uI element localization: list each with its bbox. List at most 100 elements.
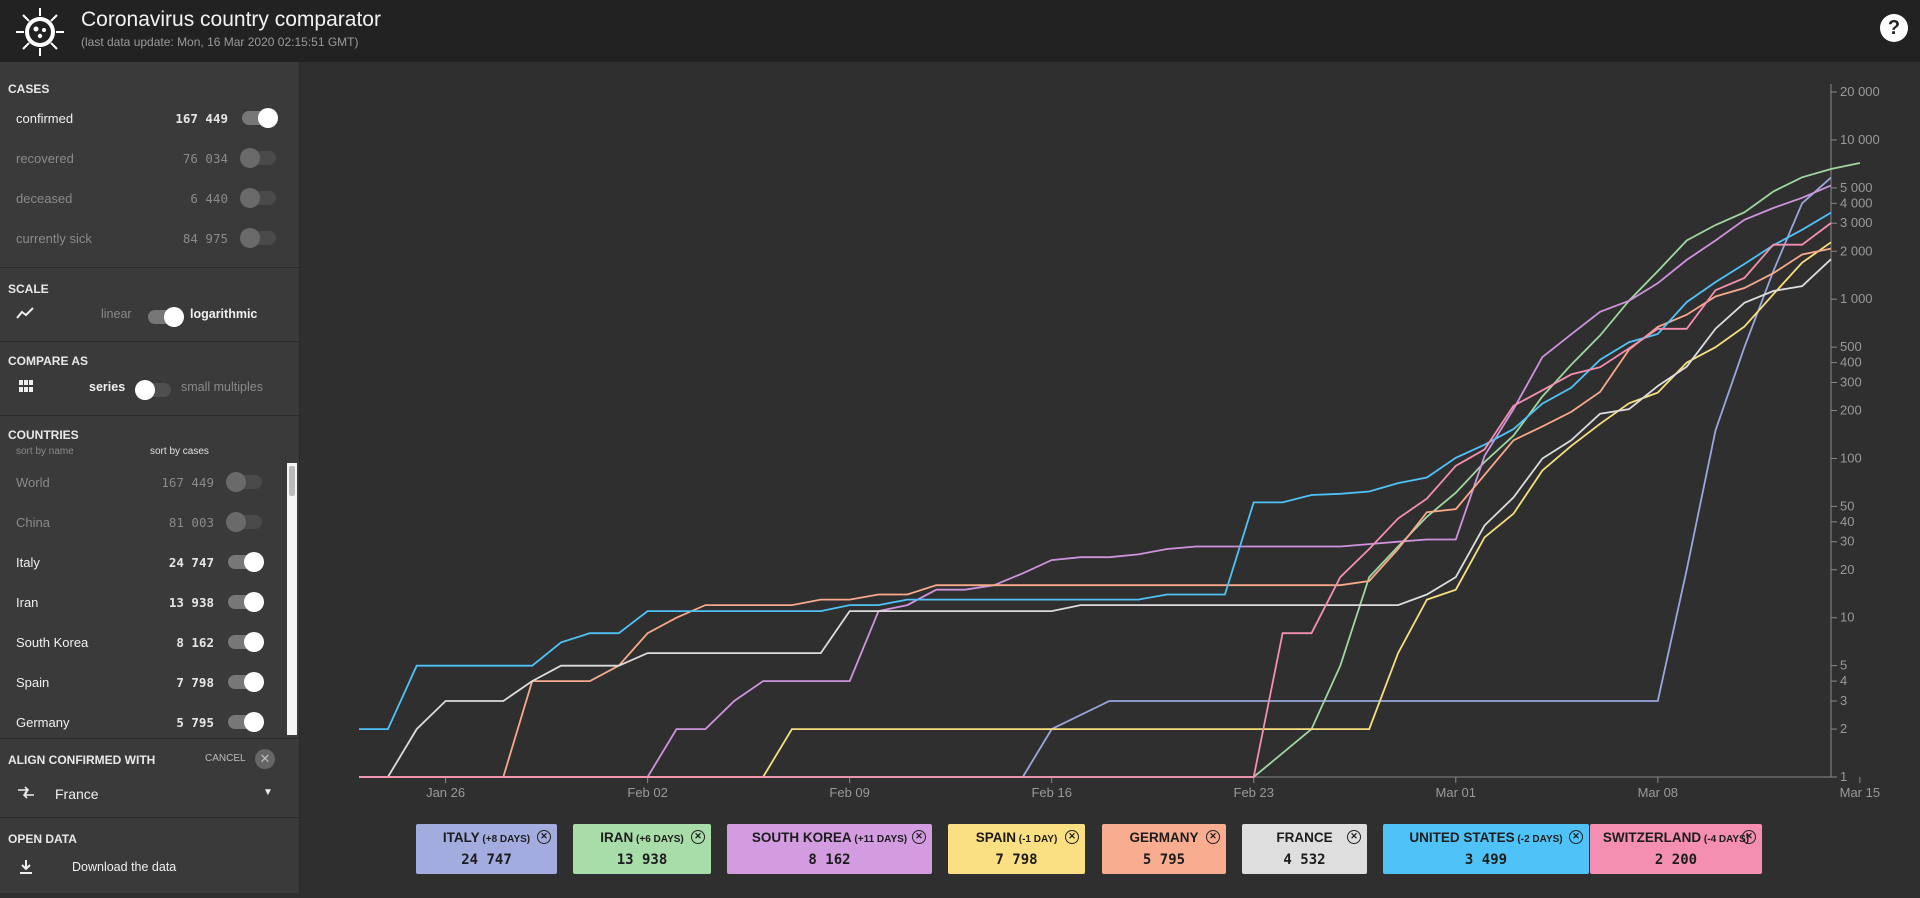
legend-name-text: UNITED STATES <box>1409 830 1515 845</box>
open-data-section: OPEN DATA Download the data <box>0 818 300 893</box>
world-toggle[interactable] <box>226 472 262 492</box>
legend-day-shift: (-1 DAY) <box>1015 834 1058 845</box>
deceased-toggle[interactable] <box>240 188 276 208</box>
scale-section: SCALE linear logarithmic <box>0 268 300 342</box>
remove-country-icon[interactable]: ✕ <box>1347 830 1361 844</box>
legend-day-shift: (+8 DAYS) <box>479 834 531 845</box>
legend-name-text: SPAIN <box>975 830 1016 845</box>
south-korea-toggle[interactable] <box>228 632 264 652</box>
x-tick-label: Feb 02 <box>627 785 667 800</box>
italy-toggle[interactable] <box>228 552 264 572</box>
sort-by-name-link[interactable]: sort by name <box>16 446 74 457</box>
legend-item-iran[interactable]: IRAN (+6 DAYS) 13 938 ✕ <box>573 824 711 874</box>
legend-item-france[interactable]: FRANCE 4 532 ✕ <box>1242 824 1367 874</box>
case-value: 167 449 <box>175 111 228 126</box>
align-country-select[interactable]: France <box>55 786 99 802</box>
case-row-recovered[interactable]: recovered 76 034 <box>0 146 300 170</box>
virus-logo-icon <box>16 8 64 56</box>
country-row-spain[interactable]: Spain 7 798 <box>0 670 300 694</box>
recovered-toggle[interactable] <box>240 148 276 168</box>
legend-count: 4 532 <box>1283 852 1326 868</box>
remove-country-icon[interactable]: ✕ <box>912 830 926 844</box>
countries-title: COUNTRIES <box>8 428 79 442</box>
iran-toggle[interactable] <box>228 592 264 612</box>
cancel-align-icon[interactable]: ✕ <box>255 749 275 769</box>
remove-country-icon[interactable]: ✕ <box>1569 830 1583 844</box>
legend-item-spain[interactable]: SPAIN (-1 DAY) 7 798 ✕ <box>948 824 1085 874</box>
y-tick-label: 3 <box>1840 693 1847 708</box>
remove-country-icon[interactable]: ✕ <box>1206 830 1220 844</box>
country-list[interactable]: World 167 449 China 81 003 Italy 24 747 … <box>0 462 300 798</box>
spain-toggle[interactable] <box>228 672 264 692</box>
scale-toggle[interactable] <box>148 307 184 327</box>
align-section: ALIGN CONFIRMED WITH CANCEL ✕ France ▼ <box>0 738 300 818</box>
legend-day-shift: (+11 DAYS) <box>851 834 908 845</box>
cases-section: CASES confirmed 167 449 recovered 76 034… <box>0 62 300 268</box>
case-row-currently-sick[interactable]: currently sick 84 975 <box>0 226 300 250</box>
y-tick-label: 100 <box>1840 450 1862 465</box>
legend-country-name: IRAN (+6 DAYS) <box>573 830 711 845</box>
legend-item-germany[interactable]: GERMANY 5 795 ✕ <box>1102 824 1226 874</box>
remove-country-icon[interactable]: ✕ <box>537 830 551 844</box>
help-button[interactable]: ? <box>1880 14 1908 42</box>
series-line-spain <box>359 241 1832 778</box>
currently-sick-toggle[interactable] <box>240 228 276 248</box>
country-row-china[interactable]: China 81 003 <box>0 510 300 534</box>
open-data-title: OPEN DATA <box>8 832 77 846</box>
country-label: Italy <box>16 555 40 570</box>
chevron-down-icon[interactable]: ▼ <box>263 787 273 798</box>
case-label: recovered <box>16 151 74 166</box>
country-list-scrollbar[interactable] <box>287 463 297 735</box>
legend-count: 5 795 <box>1142 852 1186 868</box>
y-tick-label: 5 <box>1840 658 1847 673</box>
germany-toggle[interactable] <box>228 712 264 732</box>
y-tick-label: 20 <box>1840 562 1854 577</box>
y-tick-label: 30 <box>1840 534 1854 549</box>
legend-country-name: ITALY (+8 DAYS) <box>416 830 557 845</box>
case-row-confirmed[interactable]: confirmed 167 449 <box>0 106 300 130</box>
y-tick-label: 20 000 <box>1840 84 1880 99</box>
legend-count: 2 200 <box>1654 852 1698 868</box>
x-tick-label: Feb 23 <box>1234 785 1274 800</box>
x-tick-label: Feb 09 <box>829 785 869 800</box>
y-tick-label: 1 <box>1840 769 1847 784</box>
scrollbar-thumb[interactable] <box>289 466 295 496</box>
china-toggle[interactable] <box>226 512 262 532</box>
small-multiples-label[interactable]: small multiples <box>181 380 263 394</box>
app-title: Coronavirus country comparator <box>81 8 381 31</box>
legend-country-name: FRANCE <box>1242 830 1367 845</box>
case-row-deceased[interactable]: deceased 6 440 <box>0 186 300 210</box>
remove-country-icon[interactable]: ✕ <box>1065 830 1079 844</box>
series-line-south-korea <box>359 184 1832 778</box>
legend-item-united-states[interactable]: UNITED STATES (-2 DAYS) 3 499 ✕ <box>1383 824 1589 874</box>
series-label[interactable]: series <box>89 380 126 394</box>
last-update-text: (last data update: Mon, 16 Mar 2020 02:1… <box>81 35 359 49</box>
compare-section: COMPARE AS series small multiples <box>0 342 300 416</box>
legend-item-italy[interactable]: ITALY (+8 DAYS) 24 747 ✕ <box>416 824 557 874</box>
country-row-south-korea[interactable]: South Korea 8 162 <box>0 630 300 654</box>
legend-count: 24 747 <box>461 852 512 868</box>
compare-toggle[interactable] <box>135 380 171 400</box>
legend-country-name: GERMANY <box>1102 830 1226 845</box>
linear-label[interactable]: linear <box>101 307 132 321</box>
y-tick-label: 500 <box>1840 339 1862 354</box>
remove-country-icon[interactable]: ✕ <box>1742 830 1756 844</box>
cases-title: CASES <box>8 82 50 96</box>
country-row-iran[interactable]: Iran 13 938 <box>0 590 300 614</box>
country-row-italy[interactable]: Italy 24 747 <box>0 550 300 574</box>
legend-item-south-korea[interactable]: SOUTH KOREA (+11 DAYS) 8 162 ✕ <box>727 824 932 874</box>
country-row-world[interactable]: World 167 449 <box>0 470 300 494</box>
legend-item-switzerland[interactable]: SWITZERLAND (-4 DAYS) 2 200 ✕ <box>1590 824 1762 874</box>
remove-country-icon[interactable]: ✕ <box>691 830 705 844</box>
country-row-germany[interactable]: Germany 5 795 <box>0 710 300 734</box>
y-tick-label: 2 <box>1840 721 1847 736</box>
legend-day-shift: (+6 DAYS) <box>633 834 684 845</box>
sort-by-cases-link[interactable]: sort by cases <box>150 446 209 457</box>
country-value: 81 003 <box>168 515 214 530</box>
y-tick-label: 50 <box>1840 498 1854 513</box>
country-label: South Korea <box>16 635 89 650</box>
cancel-align-link[interactable]: CANCEL <box>205 753 246 764</box>
download-data-link[interactable]: Download the data <box>72 860 177 874</box>
confirmed-toggle[interactable] <box>242 108 278 128</box>
logarithmic-label[interactable]: logarithmic <box>190 307 258 321</box>
